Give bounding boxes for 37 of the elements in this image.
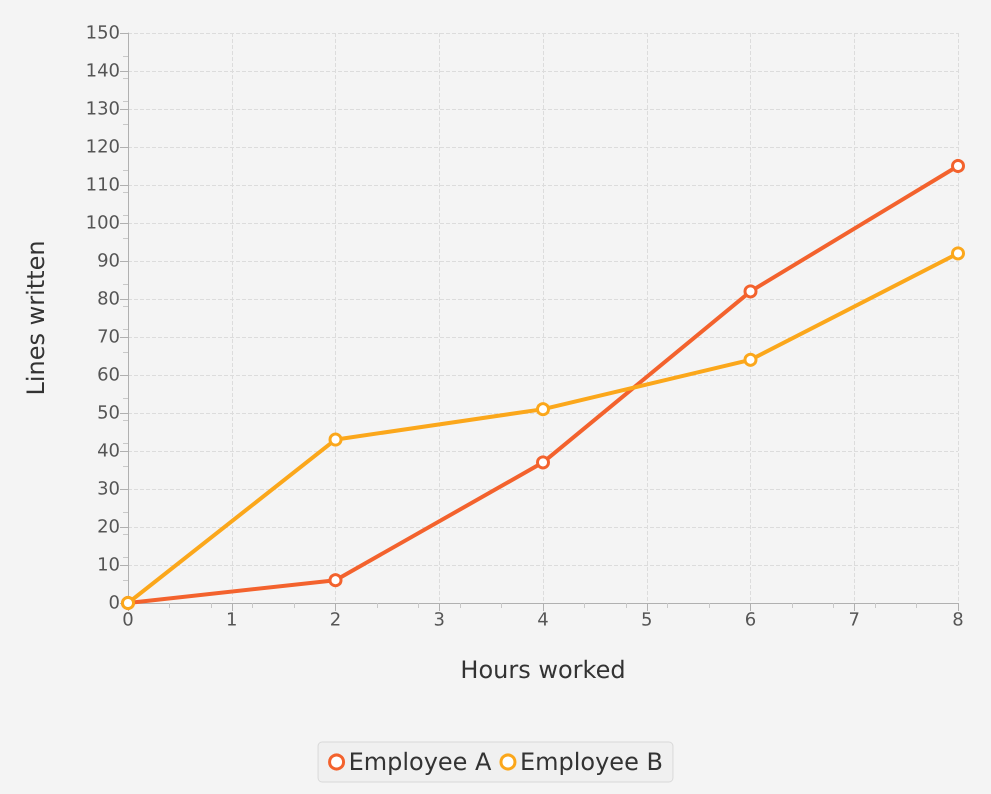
y-axis-title: Lines written — [22, 240, 50, 396]
x-tick-label: 4 — [537, 610, 549, 630]
x-tick-label: 8 — [952, 610, 964, 630]
y-tick-label: 80 — [97, 288, 120, 310]
point — [951, 246, 965, 260]
point — [536, 455, 550, 470]
y-tick-label: 70 — [97, 326, 120, 348]
y-tick-label: 40 — [97, 440, 120, 462]
x-axis-title: Hours worked — [460, 656, 626, 684]
y-tick-label: 100 — [86, 212, 120, 234]
point — [328, 432, 342, 447]
x-tick-label: 6 — [744, 610, 756, 630]
legend-label: Employee B — [520, 748, 663, 776]
x-tick-label: 1 — [226, 610, 238, 630]
y-tick-label: 50 — [97, 402, 120, 424]
y-tick-label: 150 — [86, 22, 120, 44]
y-tick-label: 0 — [108, 592, 120, 614]
y-tick-label: 130 — [86, 98, 120, 120]
point — [744, 352, 758, 367]
y-tick-label: 30 — [97, 478, 120, 500]
x-tick-label: 5 — [641, 610, 652, 630]
y-tick-label: 60 — [97, 364, 120, 386]
y-tick-label: 120 — [86, 136, 120, 158]
point — [536, 402, 550, 416]
x-tick-label: 2 — [330, 610, 342, 630]
y-tick-label: 10 — [97, 554, 120, 576]
y-tick-label: 110 — [86, 174, 120, 196]
y-tick-label: 140 — [86, 60, 120, 82]
y-tick-label: 20 — [97, 516, 120, 538]
y-tick-label: 90 — [97, 250, 120, 272]
x-tick-label: 3 — [434, 610, 445, 630]
x-tick-label: 0 — [122, 610, 134, 630]
point — [951, 159, 965, 173]
x-tick-label: 7 — [848, 610, 860, 630]
legend-label: Employee A — [348, 748, 492, 776]
point — [328, 573, 342, 588]
point — [744, 284, 758, 298]
